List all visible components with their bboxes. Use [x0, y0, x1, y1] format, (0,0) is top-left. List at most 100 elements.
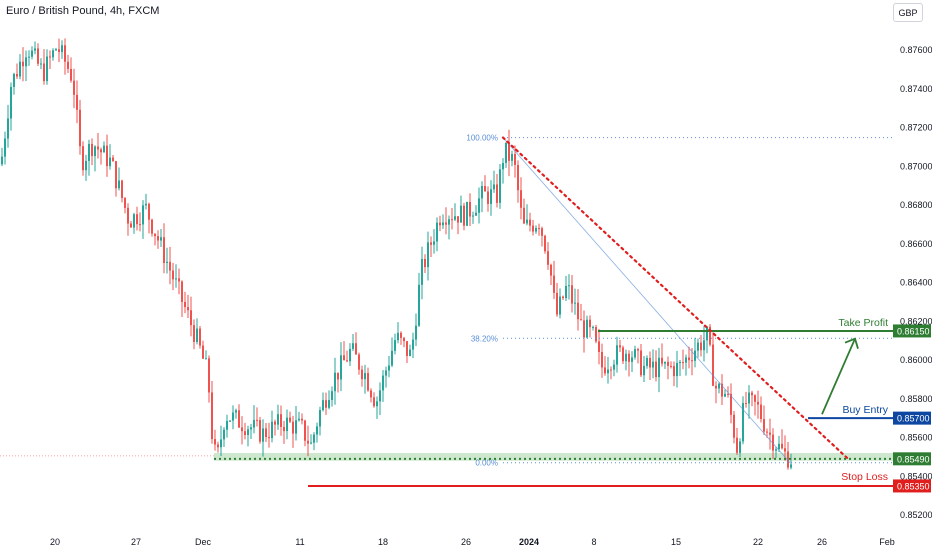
- candle: [319, 406, 321, 436]
- candle: [184, 291, 186, 314]
- candle-body: [574, 302, 576, 304]
- candle-body: [727, 393, 729, 395]
- candle-body: [766, 431, 768, 433]
- candle: [388, 355, 390, 378]
- candle-body: [310, 442, 312, 444]
- candle-body: [178, 278, 180, 282]
- candle-body: [628, 353, 630, 362]
- candle: [409, 344, 411, 357]
- candle-body: [784, 448, 786, 452]
- candle: [190, 296, 192, 337]
- candle: [91, 138, 93, 166]
- candle: [580, 304, 582, 321]
- candle: [481, 181, 483, 213]
- candle-body: [568, 285, 570, 287]
- candle-body: [706, 326, 708, 341]
- candle: [526, 204, 528, 226]
- candle: [604, 356, 606, 376]
- candle-body: [382, 375, 384, 391]
- candle-body: [361, 369, 363, 380]
- level-name-take-profit: Take Profit: [838, 317, 888, 329]
- price-tag-0.85490: 0.85490: [893, 452, 931, 466]
- currency-button[interactable]: GBP: [893, 3, 923, 22]
- candle: [598, 328, 600, 365]
- candle: [154, 233, 156, 246]
- candle: [457, 216, 459, 235]
- candle-body: [238, 410, 240, 428]
- candle-body: [451, 219, 453, 221]
- candle-body: [283, 426, 285, 432]
- candle-body: [547, 251, 549, 265]
- candle: [451, 208, 453, 230]
- candle-body: [289, 417, 291, 422]
- candle-body: [301, 418, 303, 421]
- candle: [1, 147, 3, 167]
- candle-body: [580, 319, 582, 321]
- candle: [733, 410, 735, 444]
- candle: [337, 372, 339, 393]
- x-tick-label: 20: [50, 537, 60, 547]
- candle: [664, 361, 666, 369]
- candle: [127, 203, 129, 236]
- candle: [250, 423, 252, 440]
- candle: [589, 315, 591, 338]
- candle-body: [160, 237, 162, 241]
- candle: [94, 145, 96, 172]
- candle-body: [403, 337, 405, 342]
- candle-body: [613, 364, 615, 370]
- candle-body: [181, 281, 183, 302]
- candle: [781, 429, 783, 450]
- candle: [538, 223, 540, 236]
- candle-body: [109, 157, 111, 167]
- candle-body: [43, 63, 45, 82]
- x-tick-label: 27: [131, 537, 141, 547]
- candle-body: [556, 292, 558, 315]
- candle-body: [718, 383, 720, 389]
- price-tag-bg: [893, 452, 931, 466]
- candle: [460, 195, 462, 223]
- candle: [415, 313, 417, 347]
- candle-body: [394, 340, 396, 351]
- candle-body: [166, 261, 168, 264]
- candle: [307, 425, 309, 457]
- candle-body: [454, 216, 456, 220]
- candle-body: [442, 222, 444, 226]
- candle-body: [682, 362, 684, 364]
- candle: [373, 392, 375, 408]
- candle: [520, 177, 522, 220]
- candle: [475, 205, 477, 217]
- candle-body: [157, 236, 159, 241]
- candle: [7, 104, 9, 148]
- candle: [40, 58, 42, 70]
- candle-body: [103, 145, 105, 153]
- candle-body: [679, 362, 681, 364]
- candle: [673, 361, 675, 387]
- candle-body: [85, 160, 87, 171]
- candle-body: [670, 365, 672, 367]
- candle: [304, 419, 306, 447]
- candle: [349, 343, 351, 366]
- x-tick-label: 11: [295, 537, 304, 547]
- candle: [208, 355, 210, 403]
- candle: [172, 262, 174, 291]
- candle-body: [70, 68, 72, 81]
- candle: [487, 186, 489, 212]
- candle-body: [745, 403, 747, 405]
- candle-body: [142, 205, 144, 225]
- candle: [286, 409, 288, 440]
- candle: [574, 288, 576, 315]
- candle: [667, 356, 669, 380]
- candle-body: [502, 162, 504, 170]
- candle: [142, 200, 144, 239]
- candle: [754, 394, 756, 416]
- candle-body: [76, 94, 78, 110]
- candle: [268, 422, 270, 448]
- candle: [676, 350, 678, 388]
- candle-body: [211, 392, 213, 440]
- candle: [790, 453, 792, 470]
- candle: [265, 422, 267, 443]
- candle: [238, 404, 240, 428]
- candle-body: [187, 307, 189, 311]
